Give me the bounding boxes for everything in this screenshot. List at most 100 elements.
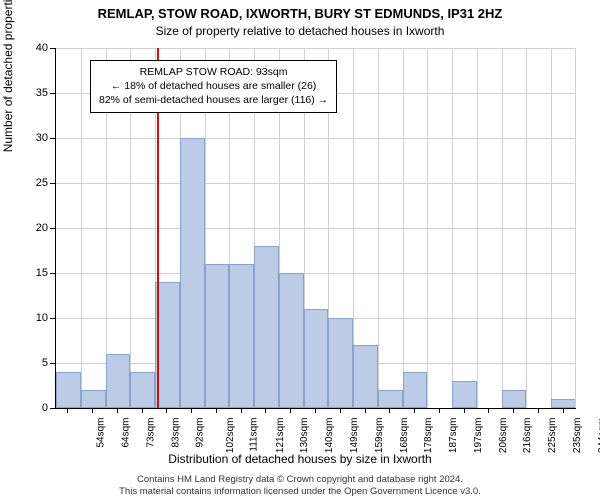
x-tick-mark xyxy=(389,408,390,413)
x-tick-mark xyxy=(142,408,143,413)
histogram-bar xyxy=(551,399,576,408)
gridline-h xyxy=(56,273,576,274)
y-tick-label: 35 xyxy=(8,87,48,99)
histogram-bar xyxy=(452,381,477,408)
y-tick-label: 25 xyxy=(8,177,48,189)
y-tick-label: 20 xyxy=(8,222,48,234)
y-tick-label: 0 xyxy=(8,402,48,414)
gridline-v xyxy=(526,48,527,408)
x-tick-label: 159sqm xyxy=(374,418,385,454)
annotation-box: REMLAP STOW ROAD: 93sqm ← 18% of detache… xyxy=(90,60,337,113)
y-tick-mark xyxy=(50,273,55,274)
x-tick-label: 216sqm xyxy=(522,418,533,454)
x-tick-mark xyxy=(67,408,68,413)
y-tick-mark xyxy=(50,228,55,229)
x-tick-label: 102sqm xyxy=(225,418,236,454)
gridline-v xyxy=(452,48,453,408)
gridline-v xyxy=(502,48,503,408)
x-tick-label: 130sqm xyxy=(300,418,311,454)
gridline-v xyxy=(403,48,404,408)
y-tick-mark xyxy=(50,363,55,364)
y-tick-label: 30 xyxy=(8,132,48,144)
x-tick-mark xyxy=(265,408,266,413)
x-tick-mark xyxy=(513,408,514,413)
gridline-h xyxy=(56,228,576,229)
y-tick-mark xyxy=(50,48,55,49)
y-tick-label: 5 xyxy=(8,357,48,369)
gridline-h xyxy=(56,183,576,184)
y-tick-mark xyxy=(50,183,55,184)
chart-title-line2: Size of property relative to detached ho… xyxy=(0,24,600,38)
histogram-bar xyxy=(328,318,353,408)
chart-title-line1: REMLAP, STOW ROAD, IXWORTH, BURY ST EDMU… xyxy=(0,6,600,21)
histogram-bar xyxy=(378,390,403,408)
histogram-bar xyxy=(229,264,254,408)
x-tick-mark xyxy=(439,408,440,413)
x-tick-mark xyxy=(464,408,465,413)
x-tick-label: 178sqm xyxy=(423,418,434,454)
x-tick-mark xyxy=(538,408,539,413)
x-tick-label: 64sqm xyxy=(121,418,132,448)
y-tick-mark xyxy=(50,138,55,139)
histogram-bar xyxy=(106,354,131,408)
x-tick-mark xyxy=(117,408,118,413)
x-tick-mark xyxy=(166,408,167,413)
x-tick-mark xyxy=(191,408,192,413)
y-tick-label: 10 xyxy=(8,312,48,324)
gridline-v xyxy=(551,48,552,408)
x-tick-mark xyxy=(414,408,415,413)
x-tick-label: 111sqm xyxy=(249,418,260,452)
gridline-h xyxy=(56,138,576,139)
footer-line1: Contains HM Land Registry data © Crown c… xyxy=(0,474,600,485)
x-tick-label: 121sqm xyxy=(275,418,286,454)
x-axis-label: Distribution of detached houses by size … xyxy=(0,452,600,466)
y-tick-label: 15 xyxy=(8,267,48,279)
x-tick-label: 197sqm xyxy=(473,418,484,454)
gridline-v xyxy=(477,48,478,408)
gridline-v xyxy=(378,48,379,408)
y-axis-label: Number of detached properties xyxy=(1,0,15,152)
x-tick-mark xyxy=(241,408,242,413)
x-tick-mark xyxy=(92,408,93,413)
x-tick-mark xyxy=(340,408,341,413)
x-tick-label: 235sqm xyxy=(572,418,583,454)
gridline-h xyxy=(56,48,576,49)
histogram-bar xyxy=(130,372,155,408)
histogram-bar xyxy=(304,309,329,408)
y-tick-mark xyxy=(50,93,55,94)
x-tick-label: 83sqm xyxy=(170,418,181,448)
x-tick-label: 187sqm xyxy=(448,418,459,454)
annotation-line2: ← 18% of detached houses are smaller (26… xyxy=(99,79,328,93)
y-tick-mark xyxy=(50,318,55,319)
y-tick-mark xyxy=(50,408,55,409)
x-tick-mark xyxy=(365,408,366,413)
histogram-bar xyxy=(205,264,230,408)
gridline-v xyxy=(575,48,576,408)
x-tick-mark xyxy=(563,408,564,413)
x-tick-mark xyxy=(290,408,291,413)
x-tick-label: 225sqm xyxy=(547,418,558,454)
y-tick-label: 40 xyxy=(8,42,48,54)
histogram-bar xyxy=(502,390,527,408)
x-tick-label: 168sqm xyxy=(399,418,410,454)
x-tick-label: 140sqm xyxy=(324,418,335,454)
histogram-chart: REMLAP, STOW ROAD, IXWORTH, BURY ST EDMU… xyxy=(0,0,600,500)
x-tick-label: 92sqm xyxy=(195,418,206,448)
x-tick-label: 73sqm xyxy=(145,418,156,448)
x-tick-label: 206sqm xyxy=(498,418,509,454)
annotation-line3: 82% of semi-detached houses are larger (… xyxy=(99,93,328,107)
x-tick-mark xyxy=(315,408,316,413)
x-tick-label: 149sqm xyxy=(349,418,360,454)
histogram-bar xyxy=(403,372,428,408)
gridline-v xyxy=(427,48,428,408)
footer-attribution: Contains HM Land Registry data © Crown c… xyxy=(0,474,600,497)
x-tick-mark xyxy=(488,408,489,413)
histogram-bar xyxy=(279,273,304,408)
gridline-v xyxy=(81,48,82,408)
histogram-bar xyxy=(56,372,81,408)
histogram-bar xyxy=(81,390,106,408)
histogram-bar xyxy=(254,246,279,408)
footer-line2: This material contains information licen… xyxy=(0,486,600,497)
x-tick-label: 54sqm xyxy=(96,418,107,448)
annotation-line1: REMLAP STOW ROAD: 93sqm xyxy=(99,65,328,79)
